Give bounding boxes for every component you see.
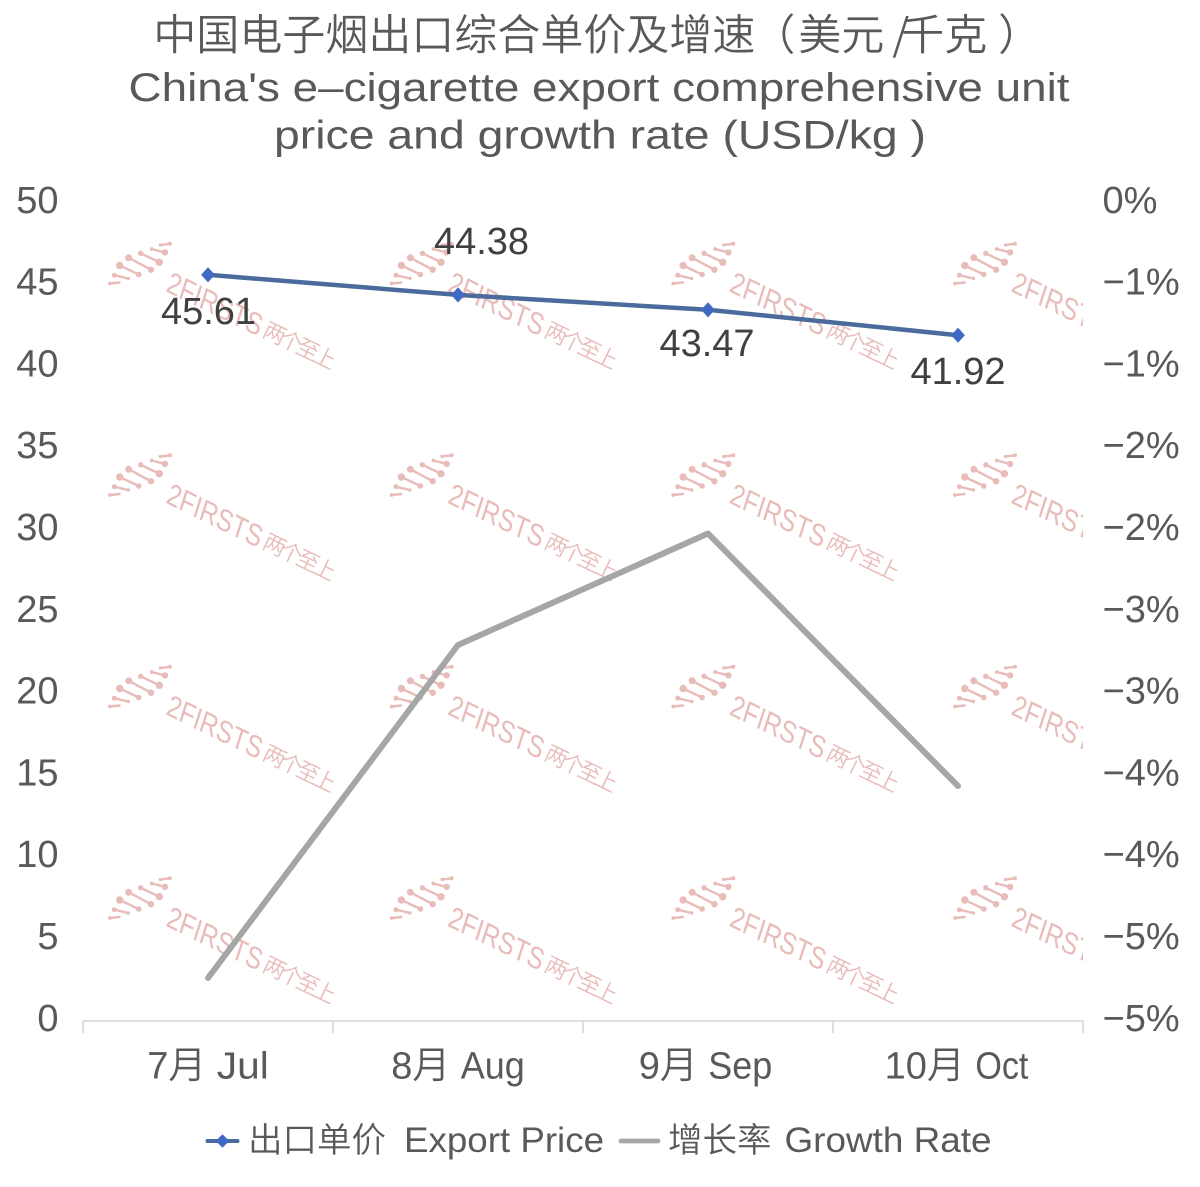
svg-text:7: 7	[147, 1045, 168, 1087]
svg-text:Jul: Jul	[217, 1045, 269, 1087]
svg-text:45.61: 45.61	[161, 291, 256, 333]
svg-text:20: 20	[16, 671, 58, 713]
svg-text:Aug: Aug	[461, 1045, 525, 1087]
svg-text:−3%: −3%	[1103, 671, 1180, 713]
svg-text:50: 50	[16, 180, 58, 222]
svg-text:43.47: 43.47	[659, 323, 754, 365]
svg-text:−2%: −2%	[1103, 425, 1180, 467]
svg-text:−5%: −5%	[1103, 998, 1180, 1040]
svg-text:10: 10	[885, 1045, 927, 1087]
svg-text:Export Price: Export Price	[404, 1121, 604, 1160]
svg-text:−5%: −5%	[1103, 916, 1180, 958]
svg-text:15: 15	[16, 752, 58, 794]
svg-text:45: 45	[16, 262, 58, 304]
svg-text:40: 40	[16, 343, 58, 385]
svg-text:10: 10	[16, 834, 58, 876]
svg-text:−3%: −3%	[1103, 589, 1180, 631]
svg-text:−4%: −4%	[1103, 752, 1180, 794]
svg-text:price and growth rate (USD/kg: price and growth rate (USD/kg )	[274, 114, 926, 158]
svg-text:0: 0	[37, 998, 58, 1040]
svg-text:25: 25	[16, 589, 58, 631]
svg-text:Oct: Oct	[975, 1045, 1028, 1087]
svg-text:−4%: −4%	[1103, 834, 1180, 876]
svg-text:44.38: 44.38	[434, 221, 529, 263]
svg-text:−1%: −1%	[1103, 343, 1180, 385]
svg-text:Growth Rate: Growth Rate	[785, 1121, 992, 1160]
svg-text:0%: 0%	[1103, 180, 1158, 222]
svg-text:41.92: 41.92	[910, 351, 1005, 393]
svg-text:35: 35	[16, 425, 58, 467]
svg-text:5: 5	[37, 916, 58, 958]
svg-text:Sep: Sep	[708, 1045, 772, 1087]
svg-text:China's e–cigarette export com: China's e–cigarette export comprehensive…	[129, 66, 1070, 110]
svg-text:−1%: −1%	[1103, 262, 1180, 304]
svg-text:−2%: −2%	[1103, 507, 1180, 549]
svg-text:9: 9	[639, 1045, 660, 1087]
svg-text:8: 8	[391, 1045, 412, 1087]
svg-text:30: 30	[16, 507, 58, 549]
